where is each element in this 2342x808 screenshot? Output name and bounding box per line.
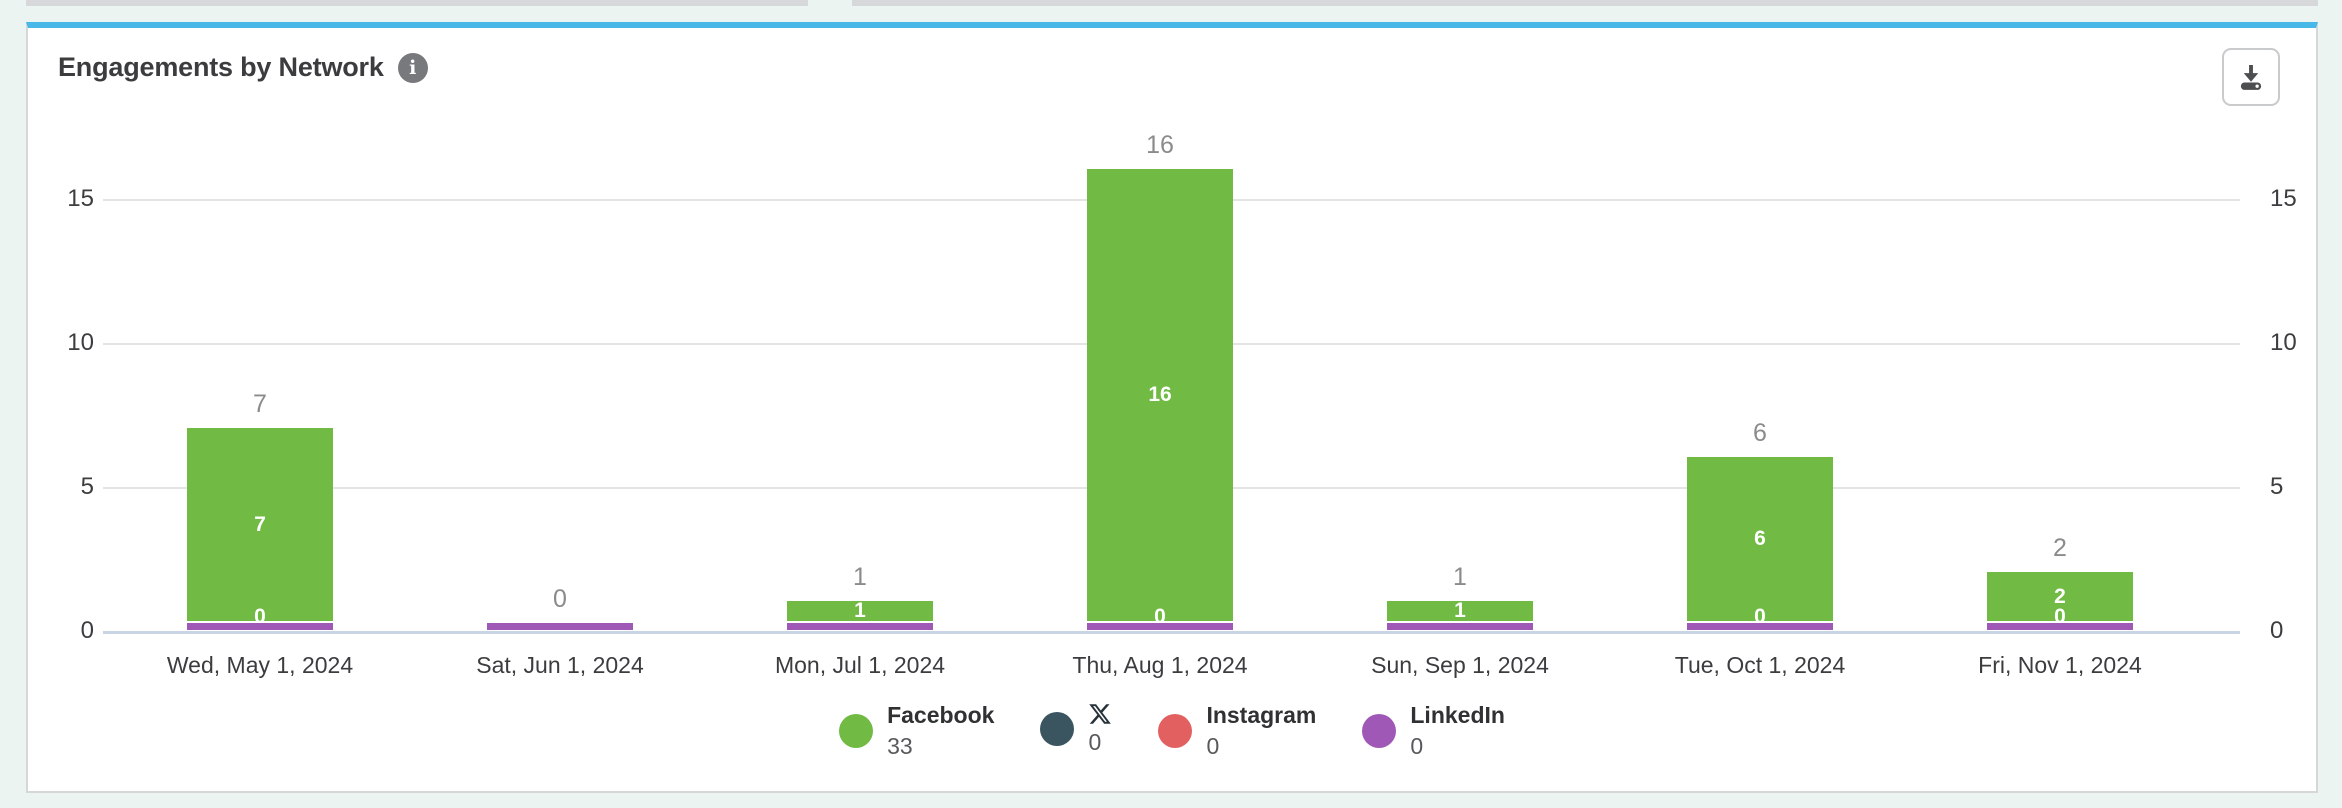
legend-item-x[interactable]: 0 — [1040, 702, 1112, 757]
bar-chart: 0 0 5 5 10 10 15 15 7 0 7 Wed, May 1, 2024 0 Sat, Jun… — [28, 28, 2316, 791]
x-axis-label: Fri, Nov 1, 2024 — [1978, 652, 2142, 678]
bar-segment-linkedin[interactable] — [487, 623, 633, 630]
x-axis-label: Thu, Aug 1, 2024 — [1072, 652, 1248, 678]
y-axis-tick-left: 5 — [80, 473, 94, 500]
bar-segment-facebook[interactable]: 1 — [787, 599, 933, 622]
bar-value-label: 1 — [1454, 599, 1466, 622]
bar-segment-linkedin[interactable] — [187, 623, 333, 630]
bar-total-label: 1 — [1453, 563, 1467, 591]
bar-value-label: 7 — [254, 512, 266, 536]
facebook-dot-icon — [839, 714, 874, 749]
bar-segment-linkedin[interactable] — [1687, 623, 1833, 630]
x-axis-line — [103, 631, 2240, 634]
bar-segment-facebook[interactable]: 2 — [1987, 572, 2133, 621]
linkedin-dot-icon — [1362, 714, 1397, 749]
legend-value: 0 — [1088, 729, 1102, 755]
y-axis-tick-right: 0 — [2270, 617, 2284, 644]
bar-value-label: 16 — [1148, 383, 1172, 406]
legend-value: 33 — [887, 732, 913, 759]
instagram-dot-icon — [1158, 714, 1193, 749]
bar-base-zero-label: 0 — [1154, 605, 1166, 628]
engagements-by-network-card: Engagements by Network i 0 0 5 5 10 10 15 15 7 0 7… — [26, 22, 2318, 793]
bar-segment-facebook[interactable]: 6 — [1687, 457, 1833, 621]
x-axis-label: Sat, Jun 1, 2024 — [476, 652, 644, 678]
download-button[interactable] — [2222, 48, 2280, 106]
y-axis-tick-left: 15 — [67, 185, 94, 212]
bar-value-label: 2 — [2054, 584, 2066, 608]
x-axis-label: Mon, Jul 1, 2024 — [774, 652, 946, 678]
y-axis-tick-left: 0 — [80, 617, 94, 644]
bar-base-zero-label: 0 — [2054, 605, 2066, 628]
x-network-dot-icon — [1040, 712, 1075, 747]
x-axis-label: Wed, May 1, 2024 — [166, 652, 354, 678]
upper-card-bottom-edge-left — [26, 0, 808, 6]
bar-total-label: 2 — [2053, 534, 2067, 562]
legend-value: 0 — [1410, 732, 1424, 759]
bar-segment-linkedin[interactable] — [1987, 623, 2133, 630]
legend-label: LinkedIn — [1410, 702, 1505, 728]
bar-segment-facebook[interactable]: 7 — [187, 428, 333, 621]
download-icon — [2240, 65, 2262, 90]
x-axis-label: Tue, Oct 1, 2024 — [1674, 652, 1846, 678]
page-title: Engagements by Network — [58, 52, 384, 82]
info-icon[interactable]: i — [397, 52, 428, 83]
legend-label: Facebook — [887, 702, 995, 728]
upper-card-bottom-edge-right — [852, 0, 2318, 6]
card-header: Engagements by Network i — [58, 52, 428, 83]
bar-total-label: 16 — [1146, 131, 1174, 159]
chart-legend: Facebook 33 0 Instagram 0 — [28, 702, 2316, 760]
bar-total-label: 6 — [1753, 419, 1767, 447]
y-axis-tick-left: 10 — [67, 329, 94, 356]
legend-item-linkedin[interactable]: LinkedIn 0 — [1362, 702, 1505, 760]
bar-segment-facebook[interactable]: 1 — [1387, 599, 1533, 622]
bar-total-label: 1 — [853, 563, 867, 591]
bar-segment-linkedin[interactable] — [787, 623, 933, 630]
legend-label: Instagram — [1206, 702, 1317, 728]
legend-item-facebook[interactable]: Facebook 33 — [839, 702, 994, 760]
bar-total-label: 0 — [553, 585, 567, 613]
y-axis-tick-right: 5 — [2270, 473, 2284, 500]
bar-base-zero-label: 0 — [254, 605, 266, 628]
bar-segment-linkedin[interactable] — [1087, 623, 1233, 630]
bar-base-zero-label: 0 — [1754, 605, 1766, 628]
y-axis-tick-right: 15 — [2270, 185, 2297, 212]
bar-segment-linkedin[interactable] — [1387, 623, 1533, 630]
bar-value-label: 6 — [1754, 527, 1766, 550]
y-axis-tick-right: 10 — [2270, 329, 2297, 356]
bar-value-label: 1 — [854, 599, 866, 622]
legend-item-instagram[interactable]: Instagram 0 — [1158, 702, 1316, 760]
x-axis-label: Sun, Sep 1, 2024 — [1371, 652, 1549, 678]
legend-value: 0 — [1206, 732, 1220, 759]
bar-segment-facebook[interactable]: 16 — [1087, 169, 1233, 621]
x-logo-icon — [1088, 702, 1112, 726]
bar-total-label: 7 — [253, 390, 267, 418]
